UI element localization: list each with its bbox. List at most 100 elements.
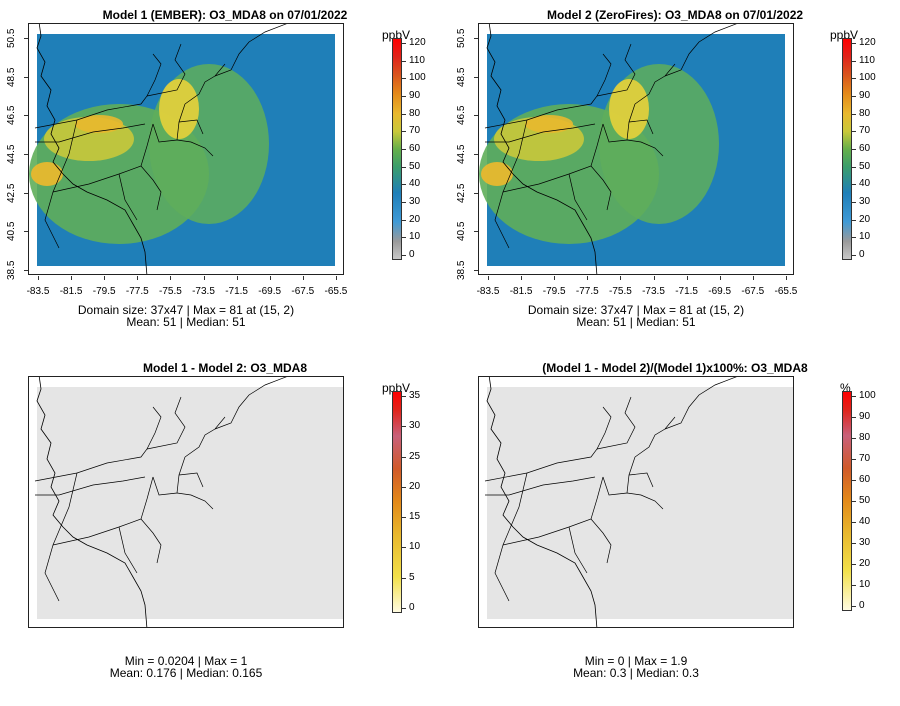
y-axis-tick-mark — [474, 192, 478, 194]
colorbar-tick-mark — [402, 219, 406, 221]
colorbar — [842, 391, 852, 611]
colorbar-tick-label: 20 — [409, 213, 421, 225]
colorbar-tick-mark — [852, 585, 856, 586]
stats-line-2: Mean: 0.3 | Median: 0.3 — [573, 666, 699, 680]
colorbar-tick-mark — [402, 113, 406, 115]
state-border — [184, 416, 226, 458]
colorbar-tick-mark — [402, 78, 406, 80]
state-border — [634, 416, 676, 458]
state-border — [484, 406, 612, 482]
colorbar-tick-mark — [402, 166, 406, 168]
colorbar-tick-label: 0 — [409, 249, 415, 260]
state-border — [568, 526, 588, 574]
colorbar-tick-mark — [852, 564, 856, 565]
y-axis-tick-label: 48.5 — [456, 67, 467, 87]
colorbar-tick-mark — [852, 543, 856, 544]
colorbar-tick-mark — [402, 149, 406, 150]
colorbar-tick-mark — [402, 131, 406, 133]
colorbar-tick-mark — [852, 202, 856, 203]
stats-line-1: Domain size: 37x47 | Max = 81 at (15, 2) — [77, 303, 295, 317]
y-axis-tick-mark — [24, 192, 28, 194]
y-axis-tick-mark — [24, 270, 28, 271]
colorbar-tick-mark — [852, 459, 856, 460]
x-axis-tick-mark — [719, 276, 721, 280]
colorbar-tick-label: 10 — [859, 579, 871, 590]
colorbar-tick-mark — [852, 417, 856, 418]
colorbar-tick-label: 90 — [859, 411, 871, 422]
colorbar-tick-mark — [852, 43, 856, 44]
x-axis-tick-mark — [170, 276, 172, 280]
y-axis-tick-mark — [24, 37, 28, 39]
x-axis-tick-mark — [137, 276, 139, 280]
x-axis-tick-label: -67.5 — [741, 286, 765, 297]
stats-line-2: Mean: 51 | Median: 51 — [126, 315, 246, 329]
colorbar-unit: ppbV — [382, 381, 411, 395]
stats-line-2: Mean: 51 | Median: 51 — [576, 315, 696, 329]
colorbar-tick-label: 20 — [859, 213, 871, 225]
colorbar-tick-label: 15 — [409, 511, 421, 523]
colorbar-tick-mark — [852, 219, 856, 221]
colorbar-tick-label: 70 — [409, 125, 421, 137]
map-plot — [478, 23, 794, 275]
colorbar-tick-label: 110 — [409, 54, 425, 66]
y-axis-tick-label: 42.5 — [456, 183, 467, 203]
colorbar-tick-mark — [402, 608, 406, 609]
state-border — [176, 139, 214, 157]
colorbar-tick-mark — [852, 131, 856, 133]
colorbar — [842, 38, 852, 260]
y-axis-tick-mark — [474, 115, 478, 117]
colorbar-tick-mark — [402, 202, 406, 203]
colorbar-tick-mark — [852, 184, 856, 186]
colorbar-tick-label: 40 — [859, 178, 871, 190]
colorbar-tick-label: 5 — [409, 571, 415, 583]
colorbar-tick-label: 90 — [859, 90, 871, 101]
colorbar-tick-mark — [402, 577, 406, 579]
x-axis-tick-mark — [686, 276, 688, 280]
colorbar-tick-mark — [852, 606, 856, 607]
map-svg — [484, 377, 793, 627]
x-axis-tick-label: -83.5 — [476, 286, 500, 297]
concentration-blob — [525, 115, 573, 133]
x-axis-tick-label: -79.5 — [92, 286, 116, 297]
panel-model2: Model 2 (ZeroFires): O3_MDA8 on 07/01/20… — [450, 0, 900, 353]
y-axis-tick-label: 44.5 — [456, 144, 467, 164]
concentration-blob — [31, 162, 63, 186]
colorbar-tick-mark — [402, 184, 406, 186]
x-axis-tick-label: -81.5 — [59, 286, 83, 297]
colorbar-tick-mark — [852, 255, 856, 256]
y-axis-tick-label: 44.5 — [6, 144, 17, 164]
y-axis-tick-mark — [474, 270, 478, 271]
colorbar-tick-mark — [852, 78, 856, 80]
y-axis-tick-label: 40.5 — [456, 221, 467, 242]
colorbar-tick-mark — [402, 517, 406, 519]
colorbar-tick-label: 70 — [859, 125, 871, 137]
colorbar-tick-mark — [402, 96, 406, 97]
state-border — [146, 43, 186, 97]
x-axis-tick-mark — [38, 276, 39, 280]
state-border — [34, 53, 162, 129]
state-border — [184, 63, 226, 105]
colorbar-tick-label: 110 — [859, 54, 875, 66]
y-axis-tick-mark — [474, 76, 478, 78]
coastline — [36, 24, 148, 274]
colorbar-tick-mark — [852, 522, 856, 523]
panel-percent-difference: (Model 1 - Model 2)/(Model 1)x100%: O3_M… — [450, 353, 900, 706]
x-axis-tick-label: -77.5 — [125, 286, 149, 297]
colorbar-tick-mark — [852, 60, 856, 62]
state-border — [626, 139, 664, 157]
colorbar-tick-label: 80 — [409, 107, 421, 119]
state-border — [626, 492, 664, 510]
map-plot — [28, 23, 344, 275]
colorbar-tick-label: 0 — [859, 249, 865, 260]
state-border — [590, 518, 612, 564]
colorbar-tick-label: 35 — [409, 390, 421, 401]
colorbar-tick-mark — [852, 96, 856, 97]
colorbar-unit: % — [840, 381, 851, 395]
x-axis-tick-label: -65.5 — [324, 286, 348, 297]
colorbar-tick-label: 0 — [409, 602, 415, 613]
colorbar-tick-mark — [852, 237, 856, 239]
state-border — [628, 472, 654, 488]
y-axis-tick-label: 50.5 — [6, 28, 17, 48]
y-axis-tick-label: 42.5 — [6, 183, 17, 203]
colorbar-tick-mark — [852, 396, 856, 397]
